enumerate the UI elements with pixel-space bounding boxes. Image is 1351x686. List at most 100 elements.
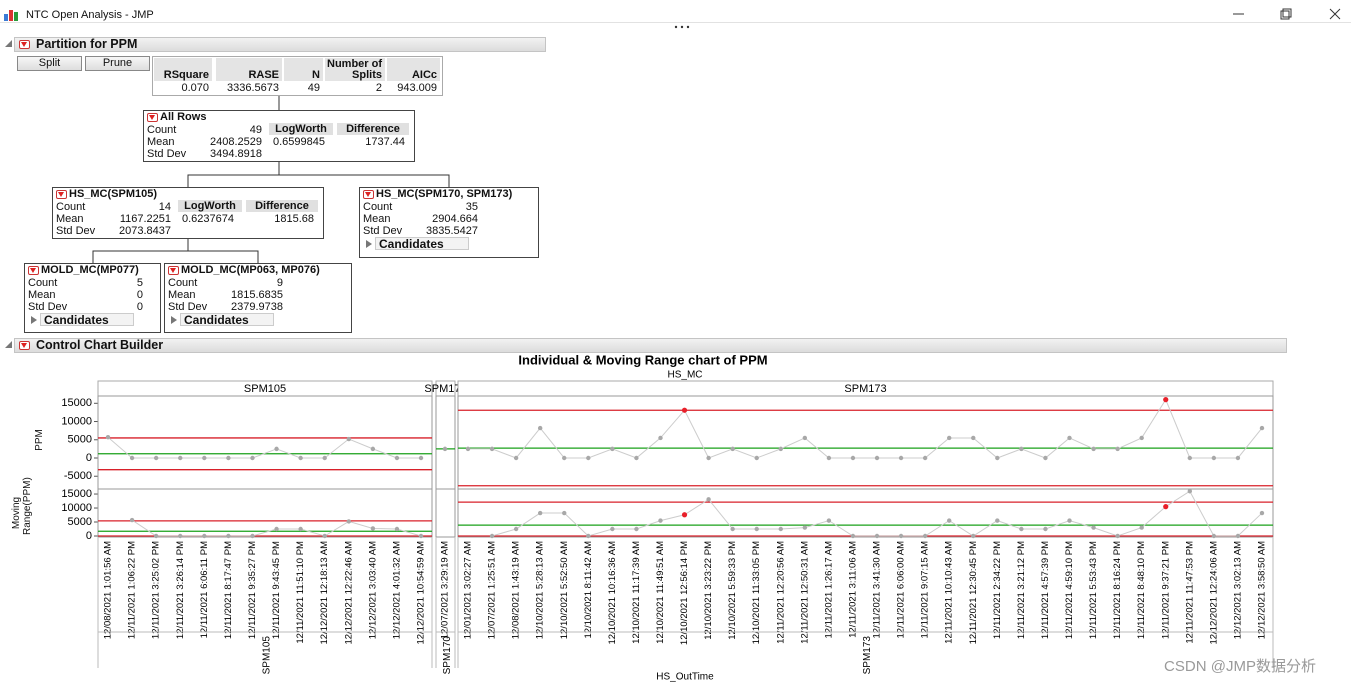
x-tick-label: 12/12/2021 3:03:40 AM: [367, 541, 378, 639]
summary-value: 3336.5673: [227, 82, 279, 94]
red-triangle-menu[interactable]: [56, 190, 67, 199]
summary-value: 2: [375, 82, 382, 94]
moving-range-point: [947, 518, 952, 523]
candidates-label[interactable]: Candidates: [40, 313, 134, 327]
outline-header: [14, 37, 546, 52]
splitter-grip[interactable]: [674, 25, 692, 30]
x-tick-label: 12/10/2021 5:52:50 AM: [559, 541, 570, 639]
x-tick-label: 12/11/2021 3:41:30 AM: [872, 541, 883, 639]
individual-point: [298, 455, 303, 461]
moving-range-point: [850, 533, 856, 539]
moving-range-point: [1187, 489, 1193, 494]
individual-point: [922, 455, 928, 461]
candidates-toggle[interactable]: [366, 240, 372, 248]
mr-panel: [97, 488, 433, 538]
stat-value: 2904.664: [432, 213, 478, 225]
x-tick-label: 12/07/2021 1:25:51 AM: [487, 541, 498, 639]
individual-point: [1163, 397, 1169, 403]
individual-point: [850, 455, 856, 461]
x-tick-label: 12/11/2021 12:20:56 AM: [775, 541, 786, 644]
stat-value: 2408.2529: [210, 136, 262, 148]
moving-range-point: [178, 533, 183, 539]
x-tick-label: 12/11/2021 10:10:43 AM: [944, 541, 955, 644]
moving-range-point: [394, 526, 400, 532]
stat-value: 9: [276, 277, 283, 289]
red-triangle-menu[interactable]: [28, 266, 39, 275]
moving-range-point: [634, 526, 639, 532]
y-tick-label: 0: [86, 452, 92, 464]
button[interactable]: Split: [17, 56, 82, 71]
red-triangle-menu[interactable]: [147, 113, 158, 122]
x-tick-label: 12/12/2021 10:54:59 AM: [416, 541, 427, 645]
y-tick-label: 5000: [68, 434, 92, 446]
stat-value: 2379.9738: [231, 301, 283, 313]
red-triangle-menu[interactable]: [19, 40, 30, 49]
candidates-toggle[interactable]: [171, 316, 177, 324]
stat-name: Std Dev: [28, 301, 68, 313]
moving-range-point: [513, 526, 519, 532]
moving-range-point: [418, 533, 424, 539]
red-triangle-menu[interactable]: [168, 266, 179, 275]
summary-value: 49: [307, 82, 320, 94]
individual-line: [107, 436, 422, 459]
moving-range-point: [1211, 533, 1217, 539]
x-tick-label: 12/10/2021 5:28:13 AM: [535, 541, 546, 639]
candidates-label[interactable]: Candidates: [375, 237, 469, 251]
x-tick-label: 12/11/2021 9:35:27 PM: [247, 541, 258, 639]
individual-point: [802, 435, 808, 441]
candidates-label[interactable]: Candidates: [180, 313, 274, 327]
moving-range-point: [586, 533, 591, 539]
summary-value: 0.070: [181, 82, 209, 94]
y-tick-label: 15000: [61, 397, 92, 409]
window-controls[interactable]: [1225, 6, 1345, 22]
node-label: MOLD_MC(MP077): [41, 264, 139, 276]
outline-toggle[interactable]: [5, 40, 12, 47]
mr-y-tick-label: 0: [86, 530, 92, 542]
x-tick-label: 12/10/2021 11:33:05 PM: [751, 541, 762, 644]
chart-title: Individual & Moving Range chart of PPM: [518, 352, 767, 367]
individual-point: [778, 446, 783, 452]
moving-range-point: [1259, 510, 1265, 516]
individual-point: [346, 436, 351, 442]
stat-name: Mean: [168, 289, 196, 301]
moving-range-point: [658, 518, 663, 523]
individual-point: [1115, 446, 1120, 452]
red-triangle-menu[interactable]: [363, 190, 374, 199]
x-tick-label: 12/11/2021 9:37:21 PM: [1160, 541, 1171, 639]
x-tick-label: 12/11/2021 1:06:22 PM: [127, 541, 138, 639]
outline-toggle[interactable]: [5, 341, 12, 348]
individual-point: [874, 455, 880, 461]
split-header: Difference: [337, 123, 409, 135]
candidates-toggle[interactable]: [31, 316, 37, 324]
stat-value: 3494.8918: [210, 148, 262, 160]
stat-name: Mean: [56, 213, 84, 225]
x-tick-label: 12/12/2021 12:24:06 AM: [1208, 541, 1219, 645]
moving-range-point: [995, 518, 1000, 523]
individual-point: [442, 446, 448, 452]
node-label: HS_MC(SPM170, SPM173): [376, 188, 513, 200]
red-triangle-menu[interactable]: [19, 341, 30, 350]
moving-range-point: [322, 533, 327, 539]
mr-y-tick-label: 10000: [61, 502, 92, 514]
individual-point: [226, 455, 231, 461]
individual-point: [370, 446, 376, 452]
x-tick-label: 12/10/2021 5:59:33 PM: [727, 541, 738, 640]
mr-panel: [457, 488, 1274, 538]
x-tick-label: 12/11/2021 5:53:43 PM: [1088, 541, 1099, 639]
stat-name: Std Dev: [147, 148, 187, 160]
x-tick-label: 12/11/2021 9:43:45 PM: [271, 541, 282, 639]
individual-point: [995, 455, 1000, 461]
individual-panel: [457, 395, 1274, 490]
stat-name: Mean: [28, 289, 56, 301]
stat-name: Count: [168, 277, 198, 289]
x-tick-label: 12/11/2021 3:25:02 PM: [151, 541, 162, 639]
button[interactable]: Prune: [85, 56, 150, 71]
individual-point: [610, 446, 615, 452]
mr-panel: [435, 488, 456, 538]
app-icon: [4, 10, 18, 21]
x-tick-label: 12/11/2021 11:51:10 PM: [295, 541, 306, 644]
y-tick-label: -5000: [64, 470, 92, 482]
individual-point: [730, 446, 735, 452]
moving-range-point: [489, 533, 495, 539]
